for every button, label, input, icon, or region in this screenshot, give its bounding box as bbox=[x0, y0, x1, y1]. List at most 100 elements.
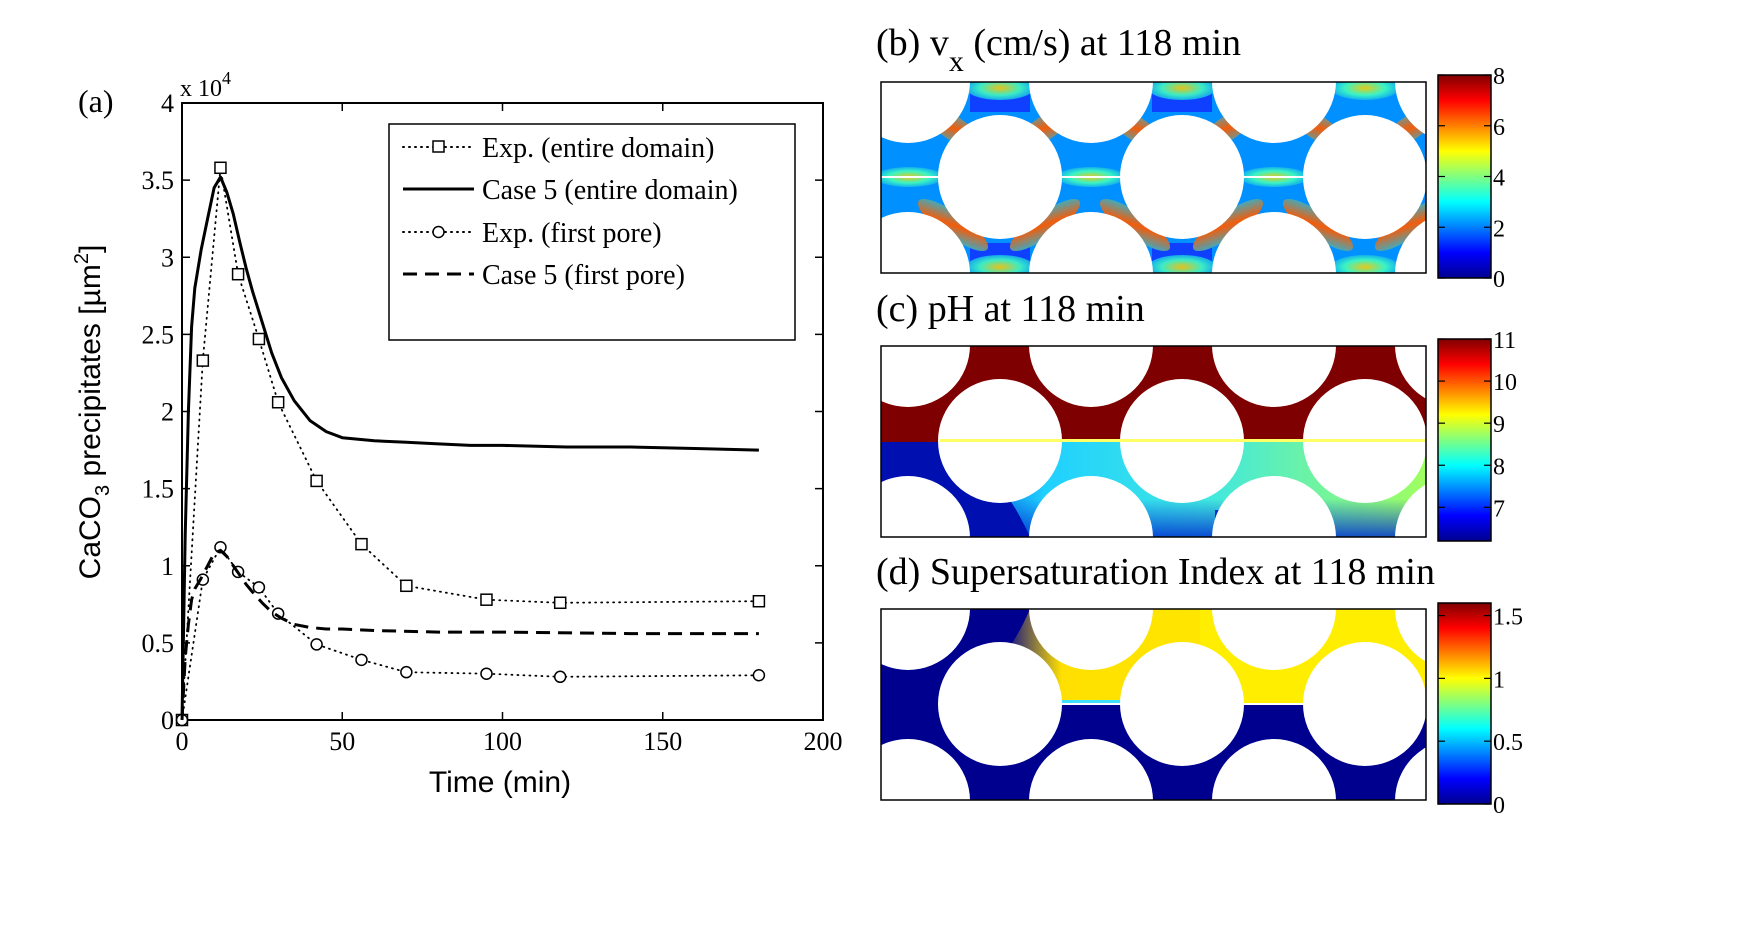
y-tick-label: 0.5 bbox=[142, 629, 175, 658]
colorbar-tick-label: 6 bbox=[1493, 115, 1505, 141]
legend-marker-square bbox=[432, 140, 445, 153]
x-tick-label: 150 bbox=[643, 727, 682, 756]
data-point-square bbox=[271, 395, 285, 409]
colorbar-tick-label: 0 bbox=[1493, 267, 1505, 293]
series-group bbox=[175, 161, 766, 727]
data-point-square bbox=[355, 537, 368, 551]
colorbar-tick-label: 8 bbox=[1493, 64, 1505, 90]
data-point-square bbox=[553, 596, 567, 610]
colorbar-tick-label: 1.5 bbox=[1493, 605, 1523, 631]
legend-marker-circle bbox=[432, 225, 445, 239]
y-label-sup: 2 bbox=[71, 253, 93, 264]
y-label-rest: precipitates [µm bbox=[74, 264, 107, 485]
legend-label-case5-pore: Case 5 (first pore) bbox=[482, 260, 685, 291]
legend-label-exp-pore: Exp. (first pore) bbox=[482, 218, 662, 249]
data-point-square bbox=[310, 474, 323, 488]
data-point-square bbox=[752, 594, 766, 608]
panel-b-title-suffix: (cm/s) at 118 min bbox=[964, 22, 1241, 64]
data-point-square bbox=[480, 593, 493, 606]
data-point-circle bbox=[752, 669, 766, 682]
colorbar-c bbox=[1437, 338, 1492, 542]
x-tick-label: 100 bbox=[483, 727, 522, 756]
panel-d-title: (d) Supersaturation Index at 118 min bbox=[876, 551, 1435, 593]
panel-label-c: (c) bbox=[876, 288, 918, 330]
panel-c-title: (c) pH at 118 min bbox=[876, 288, 1145, 330]
panel-d-title-text: Supersaturation Index at 118 min bbox=[930, 551, 1435, 593]
x-axis: 0 50 100 150 200 bbox=[176, 103, 843, 756]
x-axis-label: Time (min) bbox=[429, 766, 571, 799]
y-tick-label: 1.5 bbox=[142, 475, 175, 504]
data-point-square bbox=[214, 161, 227, 175]
data-point-circle bbox=[553, 670, 567, 684]
velocity-field bbox=[881, 82, 1426, 273]
data-point-circle bbox=[480, 667, 493, 680]
panel-a-plot: 0 50 100 150 200 0 0.5 1 1.5 2 2.5 3 3.5 4 (a) x 104… bbox=[71, 68, 843, 799]
colorbar-tick-label: 7 bbox=[1493, 496, 1505, 522]
data-point-circle bbox=[400, 665, 413, 679]
y-axis: 0 0.5 1 1.5 2 2.5 3 3.5 4 bbox=[142, 89, 823, 735]
panel-b-title: (b) vx (cm/s) at 118 min bbox=[876, 22, 1241, 78]
data-point-square bbox=[400, 579, 413, 593]
y-tick-label: 1 bbox=[161, 552, 174, 581]
panel-c-frame bbox=[880, 345, 1427, 538]
y-exponent-power: 4 bbox=[222, 68, 231, 88]
y-tick-label: 0 bbox=[161, 706, 174, 735]
legend: Exp. (entire domain) Case 5 (entire doma… bbox=[388, 123, 796, 341]
legend-label-exp-entire: Exp. (entire domain) bbox=[482, 133, 714, 164]
panel-c-title-text: pH at 118 min bbox=[928, 288, 1145, 330]
panel-d-frame bbox=[880, 608, 1427, 801]
series-line-3 bbox=[180, 548, 759, 721]
colorbar-tick-label: 8 bbox=[1493, 454, 1505, 480]
legend-label-case5-entire: Case 5 (entire domain) bbox=[482, 175, 738, 206]
x-tick-label: 0 bbox=[176, 727, 189, 756]
series-line-2 bbox=[181, 546, 760, 721]
data-point-square bbox=[196, 354, 210, 367]
colorbar-tick-label: 11 bbox=[1493, 328, 1516, 354]
colorbar-c-ticks: 7 8 9 10 11 bbox=[1438, 328, 1517, 522]
colorbar-tick-label: 4 bbox=[1493, 166, 1505, 192]
x-tick-label: 200 bbox=[804, 727, 843, 756]
colorbar-b bbox=[1437, 74, 1492, 279]
y-tick-label: 4 bbox=[161, 89, 174, 118]
data-point-square bbox=[252, 332, 266, 346]
y-exponent-base: x 10 bbox=[180, 76, 222, 102]
supersaturation-field bbox=[881, 609, 1426, 800]
panel-b-title-prefix: v bbox=[930, 22, 949, 64]
ph-field bbox=[881, 346, 1426, 537]
y-tick-label: 3 bbox=[161, 243, 174, 272]
colorbar-tick-label: 0.5 bbox=[1493, 730, 1523, 756]
legend-box bbox=[388, 123, 796, 341]
panel-c-ph-map: (c) pH at 118 min 7 8 9 10 11 bbox=[876, 288, 1517, 542]
series-line-1 bbox=[180, 175, 759, 721]
data-point-circle bbox=[252, 581, 266, 594]
panel-label-a: (a) bbox=[78, 83, 114, 119]
y-tick-label: 3.5 bbox=[142, 166, 175, 195]
data-point-circle bbox=[355, 653, 368, 667]
colorbar-tick-label: 9 bbox=[1493, 412, 1505, 438]
series-line-0 bbox=[181, 166, 760, 721]
panel-b-title-sub: x bbox=[949, 45, 964, 78]
colorbar-d bbox=[1437, 602, 1492, 805]
colorbar-b-ticks: 0 2 4 6 8 bbox=[1438, 64, 1505, 293]
y-axis-label: CaCO3 precipitates [µm2] bbox=[71, 245, 114, 580]
panel-b-frame bbox=[880, 81, 1427, 274]
colorbar-tick-label: 1 bbox=[1493, 667, 1505, 693]
colorbar-tick-label: 2 bbox=[1493, 216, 1505, 242]
panel-d-supersaturation-map: (d) Supersaturation Index at 118 min 0 0.… bbox=[876, 551, 1523, 819]
y-label-main: CaCO bbox=[74, 496, 107, 579]
data-point-circle bbox=[310, 638, 323, 651]
panel-label-b: (b) bbox=[876, 22, 920, 64]
y-label-end: ] bbox=[74, 245, 107, 253]
y-exponent: x 104 bbox=[180, 68, 231, 102]
y-tick-label: 2 bbox=[161, 398, 174, 427]
colorbar-tick-label: 0 bbox=[1493, 793, 1505, 819]
panel-b-velocity-map: (b) vx (cm/s) at 118 min bbox=[876, 22, 1505, 293]
panel-label-d: (d) bbox=[876, 551, 920, 593]
y-tick-label: 2.5 bbox=[142, 320, 175, 349]
data-point-square bbox=[231, 267, 245, 281]
colorbar-tick-label: 10 bbox=[1493, 370, 1517, 396]
y-label-sub: 3 bbox=[92, 485, 114, 496]
colorbar-d-ticks: 0 0.5 1 1.5 bbox=[1438, 605, 1523, 819]
x-tick-label: 50 bbox=[329, 727, 355, 756]
